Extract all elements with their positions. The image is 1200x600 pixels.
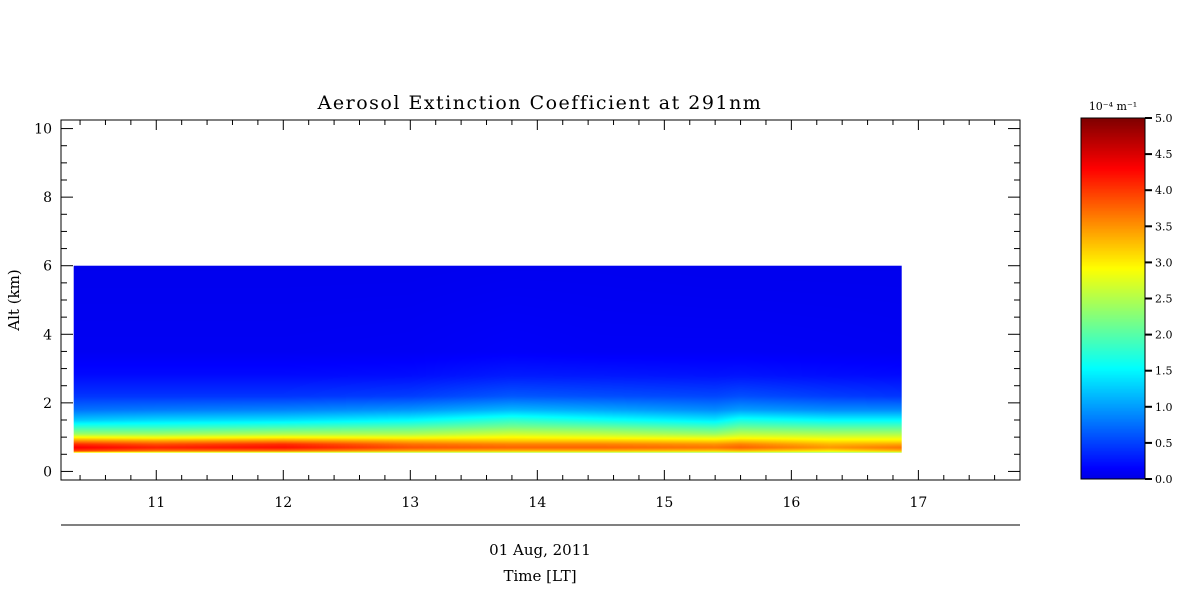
y-axis-label: Alt (km) xyxy=(5,269,23,331)
y-tick-label: 8 xyxy=(43,190,52,206)
chart-title: Aerosol Extinction Coefficient at 291nm xyxy=(317,92,763,114)
x-tick-label: 11 xyxy=(147,495,165,511)
y-tick-label: 10 xyxy=(34,122,52,138)
colorbar-tick-label: 4.0 xyxy=(1155,184,1173,197)
x-tick-label: 17 xyxy=(909,495,927,511)
colorbar-tick-label: 1.5 xyxy=(1155,365,1173,378)
y-tick-label: 6 xyxy=(43,259,52,275)
colorbar-tick-label: 4.5 xyxy=(1155,148,1173,161)
colorbar-tick-label: 2.0 xyxy=(1155,329,1173,342)
colorbar-tick-label: 1.0 xyxy=(1155,401,1173,414)
x-tick-label: 13 xyxy=(401,495,419,511)
colorbar-tick-label: 3.0 xyxy=(1155,256,1173,269)
colorbar-gradient xyxy=(1081,118,1145,479)
heatmap-layer xyxy=(73,265,902,453)
y-tick-label: 0 xyxy=(43,464,52,480)
x-tick-label: 14 xyxy=(528,495,546,511)
colorbar-tick-label: 0.5 xyxy=(1155,437,1173,450)
x-axis: 11 12 13 14 15 16 17 xyxy=(79,120,996,511)
y-tick-label: 4 xyxy=(43,327,52,343)
colorbar-tick-label: 3.5 xyxy=(1155,220,1173,233)
colorbar-unit-label: 10⁻⁴ m⁻¹ xyxy=(1089,100,1137,113)
x-tick-label: 12 xyxy=(274,495,292,511)
y-tick-label: 2 xyxy=(43,396,52,412)
colorbar-tick-label: 2.5 xyxy=(1155,293,1173,306)
colorbar: 10⁻⁴ m⁻¹ 0.0 0.5 1.0 1.5 2.0 2.5 3.0 3.5 4.0 4.5 5… xyxy=(1080,100,1173,486)
heatmap-image xyxy=(73,265,902,453)
x-axis-label: Time [LT] xyxy=(503,567,576,585)
x-axis-date-label: 01 Aug, 2011 xyxy=(489,541,591,559)
colorbar-ticks: 0.0 0.5 1.0 1.5 2.0 2.5 3.0 3.5 4.0 4.5 5.0 xyxy=(1145,112,1173,486)
colorbar-tick-label: 5.0 xyxy=(1155,112,1173,125)
x-tick-label: 15 xyxy=(655,495,673,511)
x-tick-label: 16 xyxy=(782,495,800,511)
y-axis: 0 2 4 6 8 10 xyxy=(34,122,1020,480)
colorbar-tick-label: 0.0 xyxy=(1155,473,1173,486)
